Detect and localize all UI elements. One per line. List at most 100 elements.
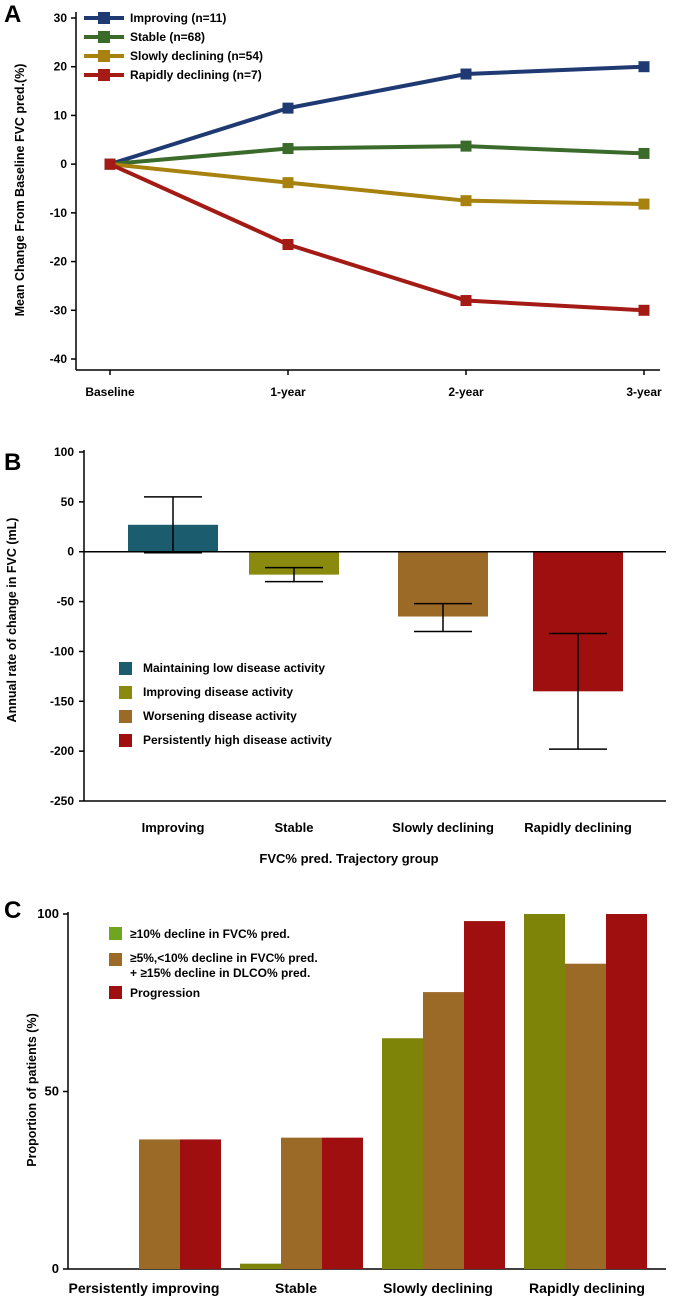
- panel-b-bars: [84, 496, 666, 750]
- panel-a-data-point: [638, 198, 650, 210]
- panel-c-bar: [281, 1137, 322, 1269]
- panel-c-legend-swatch: [109, 927, 122, 940]
- panel-a-ytick-label: 30: [54, 11, 68, 25]
- panel-b-xtick-label: Rapidly declining: [524, 820, 632, 835]
- panel-b-legend-label: Persistently high disease activity: [143, 733, 332, 747]
- panel-c-ytick-label: 50: [45, 1084, 59, 1099]
- panel-b-legend-swatch: [119, 686, 132, 699]
- panel-a-ytick-label: -20: [50, 255, 68, 269]
- panel-c-legend-label: ≥5%,<10% decline in FVC% pred.: [130, 951, 318, 965]
- panel-b-ytick-label: -150: [50, 694, 74, 708]
- panel-a-series-line: [109, 162, 645, 207]
- panel-a-legend: Improving (n=11) Stable (n=68) Slowly decl…: [84, 11, 263, 82]
- panel-c-ytick-label: 0: [52, 1261, 59, 1276]
- panel-b-ytick-label: -250: [50, 794, 74, 808]
- panel-c-legend: ≥10% decline in FVC% pred. ≥5%,<10% decli…: [109, 927, 318, 1000]
- panel-a-data-point: [638, 61, 650, 73]
- panel-c-legend-swatch: [109, 953, 122, 966]
- panel-b-ytick-label: -50: [57, 595, 75, 609]
- panel-a-axes: 30 20 10 0 -10 -20 -30 -40 Baseline 1-year 2-year 3…: [50, 11, 662, 399]
- panel-a-data-point: [282, 102, 294, 114]
- panel-a-series-line: [109, 64, 645, 167]
- panel-c-bar: [423, 992, 464, 1269]
- panel-a-series-line: [109, 162, 645, 313]
- panel-c-bar: [240, 1263, 281, 1269]
- panel-a-data-point: [282, 177, 294, 189]
- panel-c-bars: [139, 914, 647, 1269]
- panel-b-ylabel: Annual rate of change in FVC (mL): [5, 518, 19, 723]
- panel-a-ytick-label: -40: [50, 352, 68, 366]
- panel-a-ytick-label: -10: [50, 206, 68, 220]
- panel-b-xtick-label: Improving: [142, 820, 205, 835]
- panel-a-legend-marker: [98, 12, 110, 24]
- panel-a-legend-label: Slowly declining (n=54): [130, 49, 263, 63]
- panel-b-legend-swatch: [119, 710, 132, 723]
- panel-b-ytick-label: -200: [50, 744, 74, 758]
- panel-b-legend: Maintaining low disease activity Improvin…: [119, 661, 332, 747]
- panel-c-letter: C: [4, 897, 21, 924]
- panel-a-xtick-label: 3-year: [626, 385, 662, 399]
- panel-a-legend-label: Stable (n=68): [130, 30, 205, 44]
- panel-a-data-point: [282, 143, 294, 155]
- panel-b-legend-swatch: [119, 662, 132, 675]
- panel-a-xtick-label: 1-year: [270, 385, 306, 399]
- panel-b-xtick-label: Slowly declining: [392, 820, 494, 835]
- panel-b-legend-swatch: [119, 734, 132, 747]
- panel-c-bar: [606, 914, 647, 1269]
- panel-c-bar: [139, 1139, 180, 1269]
- panel-a-ytick-label: 0: [60, 157, 67, 171]
- panel-a-data-point: [460, 195, 472, 207]
- panel-a-legend-label: Rapidly declining (n=7): [130, 68, 262, 82]
- panel-a-letter: A: [4, 1, 21, 28]
- panel-a-series-line: [109, 144, 645, 167]
- panel-c-ylabel: Proportion of patients (%): [25, 1013, 39, 1166]
- panel-a-data-point: [104, 158, 116, 170]
- panel-c-legend-label: ≥10% decline in FVC% pred.: [130, 927, 290, 941]
- panel-b-legend-label: Maintaining low disease activity: [143, 661, 325, 675]
- panel-a-lines: [104, 61, 650, 316]
- panel-a-ytick-label: 10: [54, 108, 68, 122]
- panel-b-bar: [249, 551, 339, 575]
- panel-b-letter: B: [4, 449, 21, 476]
- panel-c-ytick-label: 100: [37, 906, 59, 921]
- panel-b-ytick-label: 100: [54, 445, 74, 459]
- panel-c-legend-label: + ≥15% decline in DLCO% pred.: [130, 966, 310, 980]
- panel-c-bar: [524, 914, 565, 1269]
- panel-c-bar: [565, 963, 606, 1269]
- panel-c-bar: [180, 1139, 221, 1269]
- panel-c-bar: [464, 921, 505, 1269]
- panel-c-xtick-label: Stable: [275, 1280, 317, 1296]
- panel-b-axes: 100 50 0 -50 -100 -150 -200 -250 Improving Stable…: [50, 445, 666, 835]
- panel-b-ytick-label: 50: [61, 495, 75, 509]
- panel-b-xtick-label: Stable: [274, 820, 313, 835]
- panel-c-legend-swatch: [109, 986, 122, 999]
- panel-b-ytick-label: 0: [67, 545, 74, 559]
- panel-a-legend-marker: [98, 31, 110, 43]
- panel-b-xlabel: FVC% pred. Trajectory group: [259, 851, 438, 866]
- panel-a: A Mean Change From Baseline FVC pred.(%)…: [4, 1, 662, 399]
- panel-a-data-point: [460, 140, 472, 152]
- panel-c-xtick-label: Rapidly declining: [529, 1280, 645, 1296]
- panel-a-legend-marker: [98, 69, 110, 81]
- panel-c-bar: [322, 1137, 363, 1269]
- panel-a-data-point: [282, 239, 294, 251]
- panel-a-data-point: [638, 147, 650, 159]
- panel-a-legend-label: Improving (n=11): [130, 11, 226, 25]
- panel-b: B Annual rate of change in FVC (mL) FVC%…: [4, 445, 666, 866]
- panel-a-data-point: [638, 304, 650, 316]
- panel-b-legend-label: Improving disease activity: [143, 685, 293, 699]
- panel-a-legend-marker: [98, 50, 110, 62]
- panel-a-ylabel: Mean Change From Baseline FVC pred.(%): [13, 64, 27, 317]
- panel-a-xtick-label: 2-year: [448, 385, 484, 399]
- panel-c-xtick-label: Slowly declining: [383, 1280, 493, 1296]
- panel-b-legend-label: Worsening disease activity: [143, 709, 297, 723]
- panel-a-ytick-label: 20: [54, 60, 68, 74]
- panel-b-ytick-label: -100: [50, 644, 74, 658]
- panel-c-legend-label: Progression: [130, 986, 200, 1000]
- panel-a-data-point: [460, 68, 472, 80]
- panel-c-xtick-label: Persistently improving: [69, 1280, 220, 1296]
- panel-c: C Proportion of patients (%) 100 50 0 Persi…: [4, 897, 666, 1296]
- panel-c-bar: [382, 1038, 423, 1269]
- panel-a-ytick-label: -30: [50, 303, 68, 317]
